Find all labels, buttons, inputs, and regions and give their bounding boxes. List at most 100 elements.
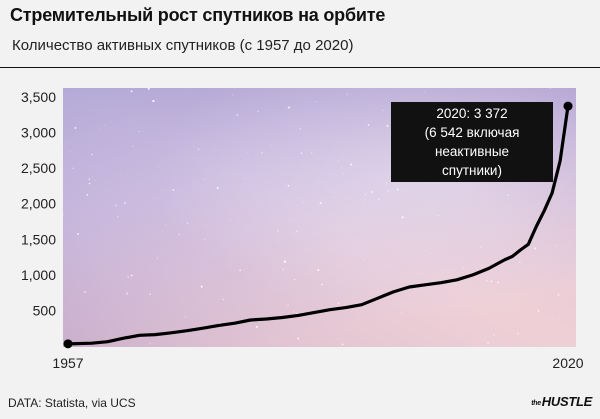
star xyxy=(517,332,519,335)
star xyxy=(293,311,295,313)
star xyxy=(294,278,296,280)
star xyxy=(493,334,495,336)
star xyxy=(300,152,303,155)
star xyxy=(333,196,335,198)
star xyxy=(486,279,488,282)
star xyxy=(287,184,290,187)
star xyxy=(462,267,464,268)
star xyxy=(307,195,309,196)
star xyxy=(83,290,87,294)
y-tick-label: 3,500 xyxy=(21,89,56,105)
brand-prefix: the xyxy=(531,400,541,407)
brand-logo: theHUSTLE xyxy=(531,394,592,409)
star xyxy=(77,233,80,235)
star xyxy=(192,210,194,212)
star xyxy=(239,269,241,272)
star xyxy=(222,298,225,301)
star xyxy=(303,201,305,203)
star xyxy=(74,127,77,129)
star xyxy=(549,87,551,90)
star xyxy=(341,343,344,346)
star xyxy=(321,283,323,286)
star xyxy=(204,239,206,241)
star xyxy=(497,281,500,284)
star xyxy=(314,232,315,234)
star xyxy=(371,191,374,193)
star xyxy=(91,153,93,156)
star xyxy=(123,201,127,205)
star xyxy=(239,250,241,252)
star xyxy=(158,166,159,168)
star xyxy=(266,161,268,162)
star xyxy=(172,188,175,191)
annotation-box: 2020: 3 372 (6 542 включая неактивные сп… xyxy=(391,102,553,182)
star xyxy=(199,335,201,337)
star xyxy=(232,94,233,96)
star xyxy=(430,252,432,255)
star xyxy=(132,145,134,147)
star xyxy=(186,222,189,225)
star xyxy=(299,127,302,130)
star xyxy=(290,218,291,220)
star xyxy=(86,193,89,196)
x-axis: 1957 2020 xyxy=(52,355,583,371)
start-point-marker xyxy=(63,339,73,349)
star xyxy=(401,216,404,219)
star xyxy=(346,93,349,95)
annotation-line-3: неактивные xyxy=(434,144,510,159)
star xyxy=(401,312,403,314)
star xyxy=(295,230,299,233)
star xyxy=(255,325,258,328)
data-source: DATA: Statista, via UCS xyxy=(8,396,136,410)
star xyxy=(115,204,117,207)
y-tick-label: 3,000 xyxy=(21,125,56,141)
star xyxy=(396,188,399,191)
annotation-line-1: 2020: 3 372 xyxy=(436,106,508,121)
star xyxy=(204,178,206,180)
x-tick-label: 1957 xyxy=(52,355,83,371)
star xyxy=(184,316,187,318)
star xyxy=(319,201,322,205)
star xyxy=(138,130,140,132)
star xyxy=(386,124,389,128)
star xyxy=(130,90,133,93)
star xyxy=(120,172,122,174)
chart-title: Стремительный рост спутников на орбите xyxy=(10,5,386,25)
y-axis: 500 1,000 1,500 2,000 2,500 3,000 3,500 xyxy=(21,89,56,318)
star xyxy=(559,318,561,320)
star xyxy=(117,215,119,218)
star xyxy=(377,199,380,201)
star xyxy=(200,285,203,288)
star xyxy=(555,245,557,247)
star xyxy=(282,268,284,271)
chart-subtitle: Количество активных спутников (с 1957 до… xyxy=(12,37,354,54)
series-line-active-satellites xyxy=(66,104,570,346)
star xyxy=(521,234,523,236)
x-tick-label: 2020 xyxy=(552,355,583,371)
brand-name: HUSTLE xyxy=(541,394,593,409)
star xyxy=(487,342,490,344)
star xyxy=(147,87,150,90)
star xyxy=(297,337,300,340)
end-point-marker xyxy=(563,101,573,111)
star xyxy=(127,275,130,278)
y-tick-label: 2,000 xyxy=(21,196,56,212)
star xyxy=(178,233,181,236)
star xyxy=(213,346,215,347)
star xyxy=(88,182,91,185)
star xyxy=(398,89,400,91)
star xyxy=(257,110,259,113)
star xyxy=(102,315,103,317)
star xyxy=(519,261,521,263)
star xyxy=(104,124,106,126)
title-divider xyxy=(0,67,600,68)
star xyxy=(557,293,560,297)
star xyxy=(165,224,167,226)
star xyxy=(126,292,129,295)
star xyxy=(311,152,313,154)
star xyxy=(218,322,221,324)
star xyxy=(423,91,425,93)
star xyxy=(289,229,291,231)
star xyxy=(152,99,155,103)
star xyxy=(534,247,537,250)
